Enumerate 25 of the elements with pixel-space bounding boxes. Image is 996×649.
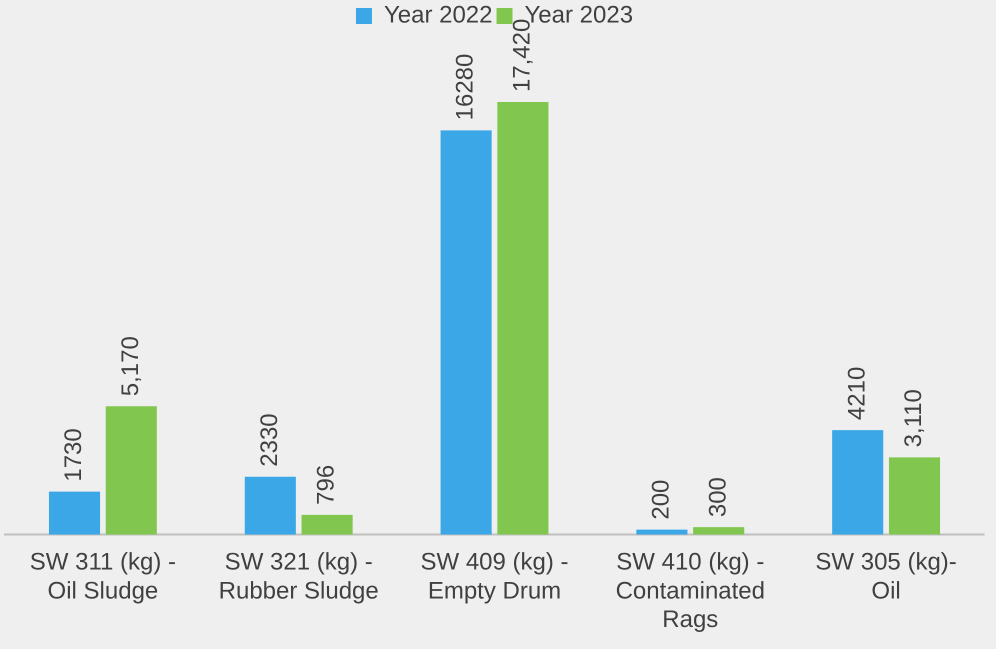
data-label: 200 — [648, 480, 675, 520]
bar — [244, 476, 296, 535]
bar — [636, 530, 688, 535]
x-tick-label: SW 321 (kg) -Rubber Sludge — [218, 548, 379, 604]
data-label: 796 — [312, 464, 340, 505]
bar — [888, 457, 940, 535]
bar — [440, 130, 492, 535]
bar — [48, 492, 100, 535]
bar — [693, 527, 744, 535]
data-label: 4210 — [843, 366, 870, 420]
bar — [302, 514, 353, 535]
bar — [832, 430, 884, 535]
x-tick-label: SW 311 (kg) -Oil Sludge — [30, 548, 176, 604]
bar — [106, 406, 157, 535]
data-label: 5,170 — [116, 336, 144, 396]
x-tick-label: SW 410 (kg) -Contaminated Rags — [616, 548, 766, 634]
data-label: 3,110 — [900, 389, 928, 448]
data-label: 16280 — [452, 54, 479, 120]
data-label: 2330 — [256, 413, 283, 467]
x-tick-label: SW 305 (kg)-Oil — [815, 548, 957, 604]
data-label: 300 — [704, 477, 732, 518]
bar — [497, 102, 548, 535]
legend-label: Year 2022 — [384, 2, 493, 29]
x-tick-label: SW 409 (kg) -Empty Drum — [420, 548, 569, 604]
data-label: 1730 — [60, 428, 88, 482]
